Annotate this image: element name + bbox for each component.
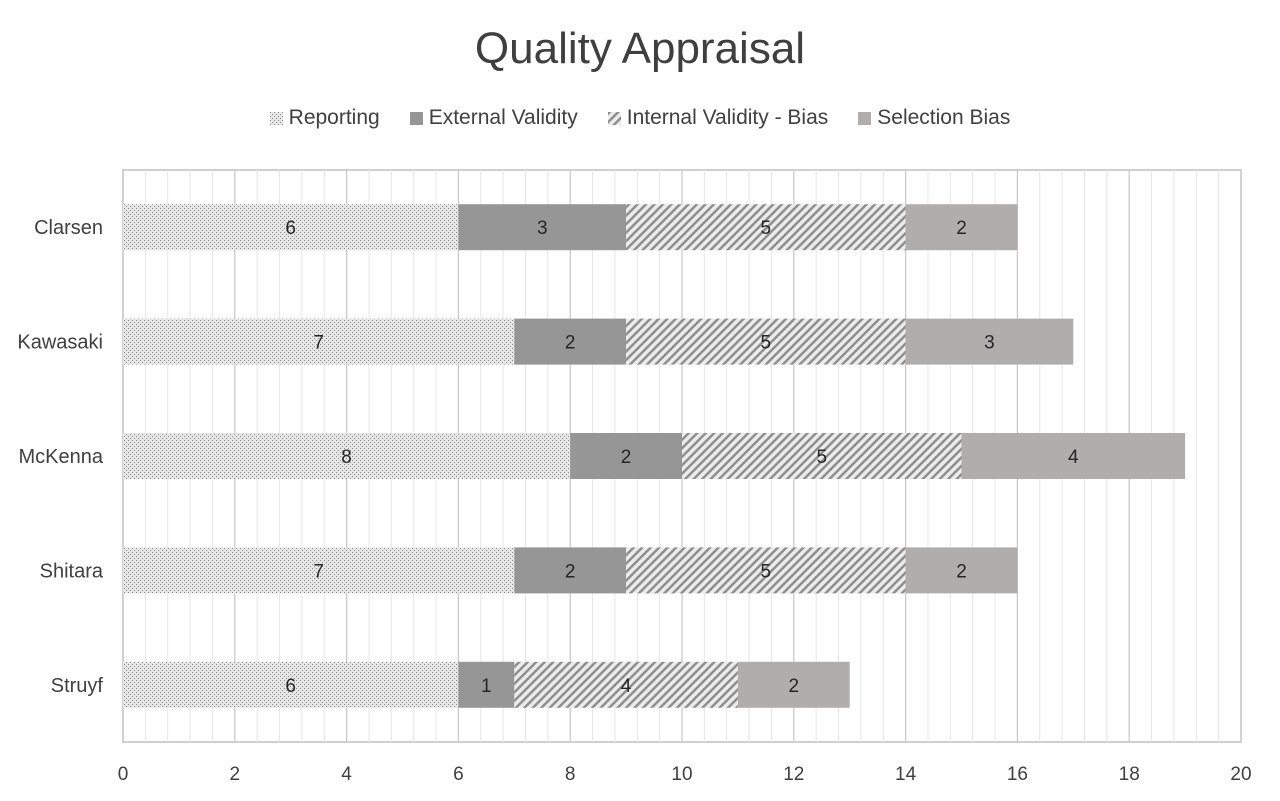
x-tick-label: 20 [1230, 764, 1251, 785]
x-tick-label: 8 [565, 764, 576, 785]
data-label: 2 [956, 218, 967, 239]
bar-segment [123, 204, 459, 251]
chart-title: Quality Appraisal [474, 24, 806, 73]
bar-segment [514, 661, 738, 708]
bar-segment [123, 318, 515, 365]
data-label: 3 [537, 218, 548, 239]
x-tick-label: 0 [118, 764, 129, 785]
legend-item: External Validity [409, 106, 578, 130]
legend-item: Reporting [269, 106, 380, 130]
data-label: 6 [285, 676, 296, 697]
bar-segment [123, 433, 571, 479]
legend-swatch [269, 111, 283, 125]
bar-segment [626, 204, 906, 251]
bar-segment [514, 547, 627, 594]
x-tick-label: 6 [453, 764, 464, 785]
data-label: 7 [313, 333, 324, 354]
data-label: 6 [285, 218, 296, 239]
bar-segment [905, 547, 1018, 594]
category-label: Kawasaki [17, 332, 103, 354]
data-label: 7 [313, 561, 324, 582]
bar-segment [905, 318, 1074, 365]
bar-segment [570, 433, 682, 479]
bar-segment [626, 318, 906, 365]
legend-swatch [607, 111, 621, 125]
legend-swatch [409, 111, 423, 125]
category-label: McKenna [19, 446, 104, 468]
data-label: 2 [789, 676, 800, 697]
x-tick-label: 14 [895, 764, 917, 785]
data-label: 2 [565, 333, 576, 354]
x-tick-label: 16 [1007, 764, 1028, 785]
data-label: 2 [565, 561, 576, 582]
x-tick-label: 2 [230, 764, 241, 785]
bar-segment [458, 204, 627, 251]
legend-label: External Validity [428, 106, 578, 129]
category-label: Clarsen [34, 217, 103, 239]
data-label: 8 [341, 447, 352, 468]
legend-swatch [858, 111, 872, 125]
bar-segment [961, 433, 1186, 479]
bar-segment [514, 318, 627, 365]
legend-label: Internal Validity - Bias [626, 106, 829, 129]
data-label: 1 [481, 676, 492, 697]
data-label: 4 [1068, 447, 1079, 468]
data-label: 3 [984, 333, 995, 354]
legend-item: Selection Bias [858, 106, 1010, 130]
legend-label: Selection Bias [877, 106, 1011, 129]
data-label: 5 [761, 218, 772, 239]
x-tick-label: 12 [783, 764, 804, 785]
category-label: Struyf [51, 675, 104, 697]
category-label: Shitara [40, 560, 104, 582]
data-label: 2 [956, 561, 967, 582]
data-label: 5 [761, 333, 772, 354]
bar-segment [123, 661, 459, 708]
bar-segment [737, 661, 850, 708]
x-tick-label: 10 [671, 764, 692, 785]
legend-label: Reporting [288, 106, 380, 129]
legend-item: Internal Validity - Bias [607, 106, 829, 130]
x-tick-label: 18 [1119, 764, 1140, 785]
data-label: 5 [761, 561, 772, 582]
bar-segment [905, 204, 1018, 251]
data-label: 2 [621, 447, 632, 468]
legend: Reporting External Validity Internal Valid… [0, 106, 1280, 130]
bar-segment [626, 547, 906, 594]
x-tick-label: 4 [341, 764, 352, 785]
bar-segment [123, 547, 515, 594]
bar-segment [458, 661, 515, 708]
bar-segment [682, 433, 962, 479]
data-label: 5 [816, 447, 827, 468]
data-label: 4 [621, 676, 632, 697]
